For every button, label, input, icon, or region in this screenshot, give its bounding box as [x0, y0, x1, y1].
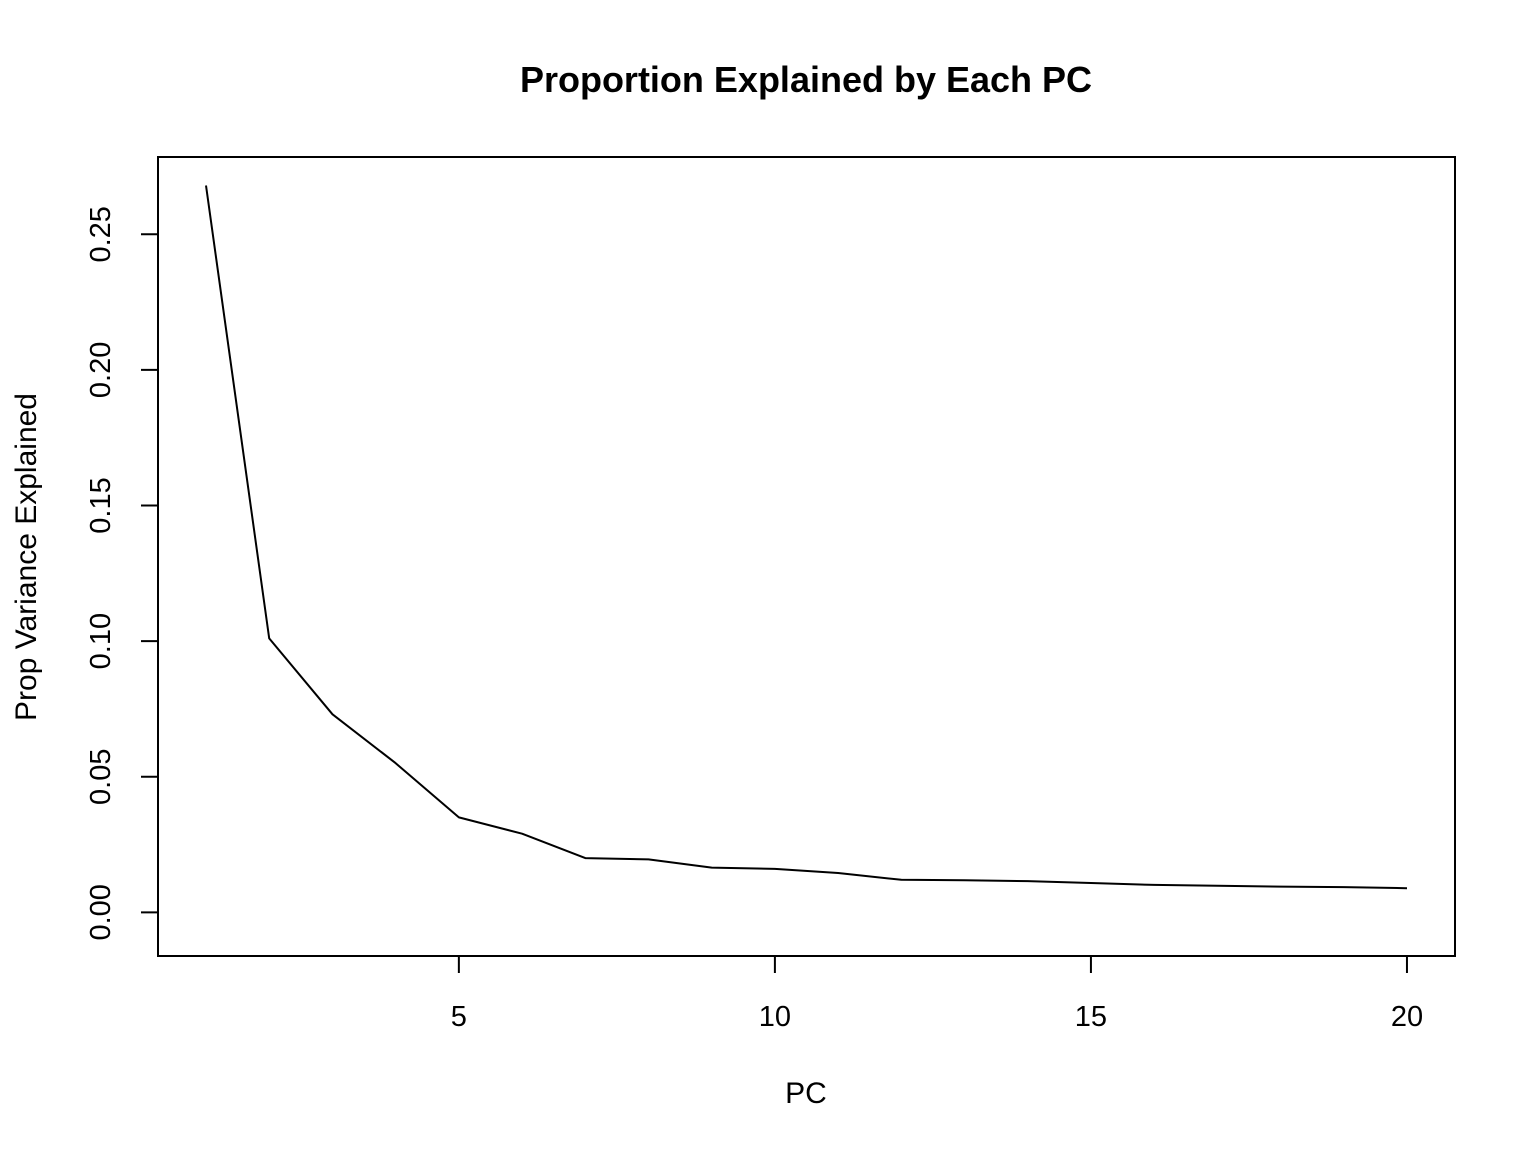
y-tick-label: 0.25 [85, 206, 117, 262]
chart-title: Proportion Explained by Each PC [520, 59, 1092, 100]
x-axis-label: PC [785, 1077, 827, 1110]
x-tick-label: 5 [451, 1001, 467, 1033]
series-line [205, 185, 1408, 890]
y-tick-label: 0.15 [85, 477, 117, 533]
y-tick-label: 0.05 [85, 749, 117, 805]
x-tick-label: 20 [1391, 1001, 1423, 1033]
x-axis: 5 10 15 20 [451, 955, 1423, 1033]
x-tick-label: 15 [1075, 1001, 1107, 1033]
y-axis-label: Prop Variance Explained [10, 393, 43, 721]
y-axis: 0.00 0.05 0.10 0.15 0.20 0.25 [85, 206, 159, 941]
plot-frame [157, 156, 1456, 957]
x-tick-label: 10 [759, 1001, 791, 1033]
y-tick-label: 0.20 [85, 342, 117, 398]
y-tick-label: 0.00 [85, 884, 117, 940]
y-tick-label: 0.10 [85, 613, 117, 669]
